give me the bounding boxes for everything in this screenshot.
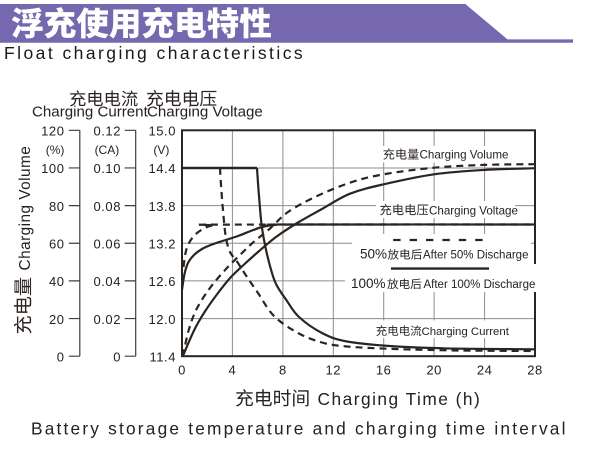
svg-text:After 100% Discharge: After 100% Discharge <box>424 279 536 291</box>
svg-text:50%: 50% <box>360 247 387 262</box>
svg-text:Charging Volume: Charging Volume <box>17 146 34 271</box>
svg-text:0.04: 0.04 <box>93 274 121 289</box>
svg-text:Float charging characteristics: Float charging characteristics <box>4 43 305 63</box>
svg-text:4: 4 <box>229 363 237 378</box>
svg-text:60: 60 <box>49 236 65 251</box>
svg-text:Charging Voltage: Charging Voltage <box>147 104 263 121</box>
svg-text:80: 80 <box>49 199 65 214</box>
svg-text:Charging Volume: Charging Volume <box>420 149 509 162</box>
svg-text:Charging Time (h): Charging Time (h) <box>318 389 482 409</box>
svg-text:100: 100 <box>41 161 64 176</box>
svg-text:Battery storage temperature an: Battery storage temperature and charging… <box>31 419 568 439</box>
svg-text:13.8: 13.8 <box>148 199 176 214</box>
svg-text:0: 0 <box>113 349 121 364</box>
svg-text:20: 20 <box>426 363 442 378</box>
svg-text:12.0: 12.0 <box>148 312 176 327</box>
svg-text:12.6: 12.6 <box>148 274 176 289</box>
svg-text:16: 16 <box>376 363 392 378</box>
svg-text:8: 8 <box>279 363 287 378</box>
svg-text:24: 24 <box>477 363 493 378</box>
svg-text:120: 120 <box>41 124 64 139</box>
svg-text:(CA): (CA) <box>95 143 120 157</box>
svg-text:0.10: 0.10 <box>93 161 121 176</box>
svg-text:0.06: 0.06 <box>93 236 121 251</box>
svg-text:0.02: 0.02 <box>93 312 121 327</box>
svg-text:Charging Voltage: Charging Voltage <box>429 204 518 217</box>
svg-text:0.08: 0.08 <box>93 199 121 214</box>
svg-text:40: 40 <box>49 274 65 289</box>
svg-text:(V): (V) <box>153 143 169 157</box>
svg-text:100%: 100% <box>351 276 386 291</box>
svg-text:After 50% Discharge: After 50% Discharge <box>423 250 528 262</box>
svg-text:28: 28 <box>527 363 543 378</box>
svg-text:(%): (%) <box>46 143 65 157</box>
svg-text:14.4: 14.4 <box>148 161 176 176</box>
svg-text:0: 0 <box>178 363 186 378</box>
svg-text:12: 12 <box>326 363 342 378</box>
svg-text:0: 0 <box>57 349 65 364</box>
svg-text:Charging Current: Charging Current <box>32 104 149 121</box>
svg-text:15.0: 15.0 <box>148 124 176 139</box>
svg-text:20: 20 <box>49 312 65 327</box>
svg-text:0.12: 0.12 <box>93 124 121 139</box>
svg-text:11.4: 11.4 <box>149 349 176 364</box>
svg-text:Charging Current: Charging Current <box>422 326 510 338</box>
svg-text:13.2: 13.2 <box>148 236 176 251</box>
